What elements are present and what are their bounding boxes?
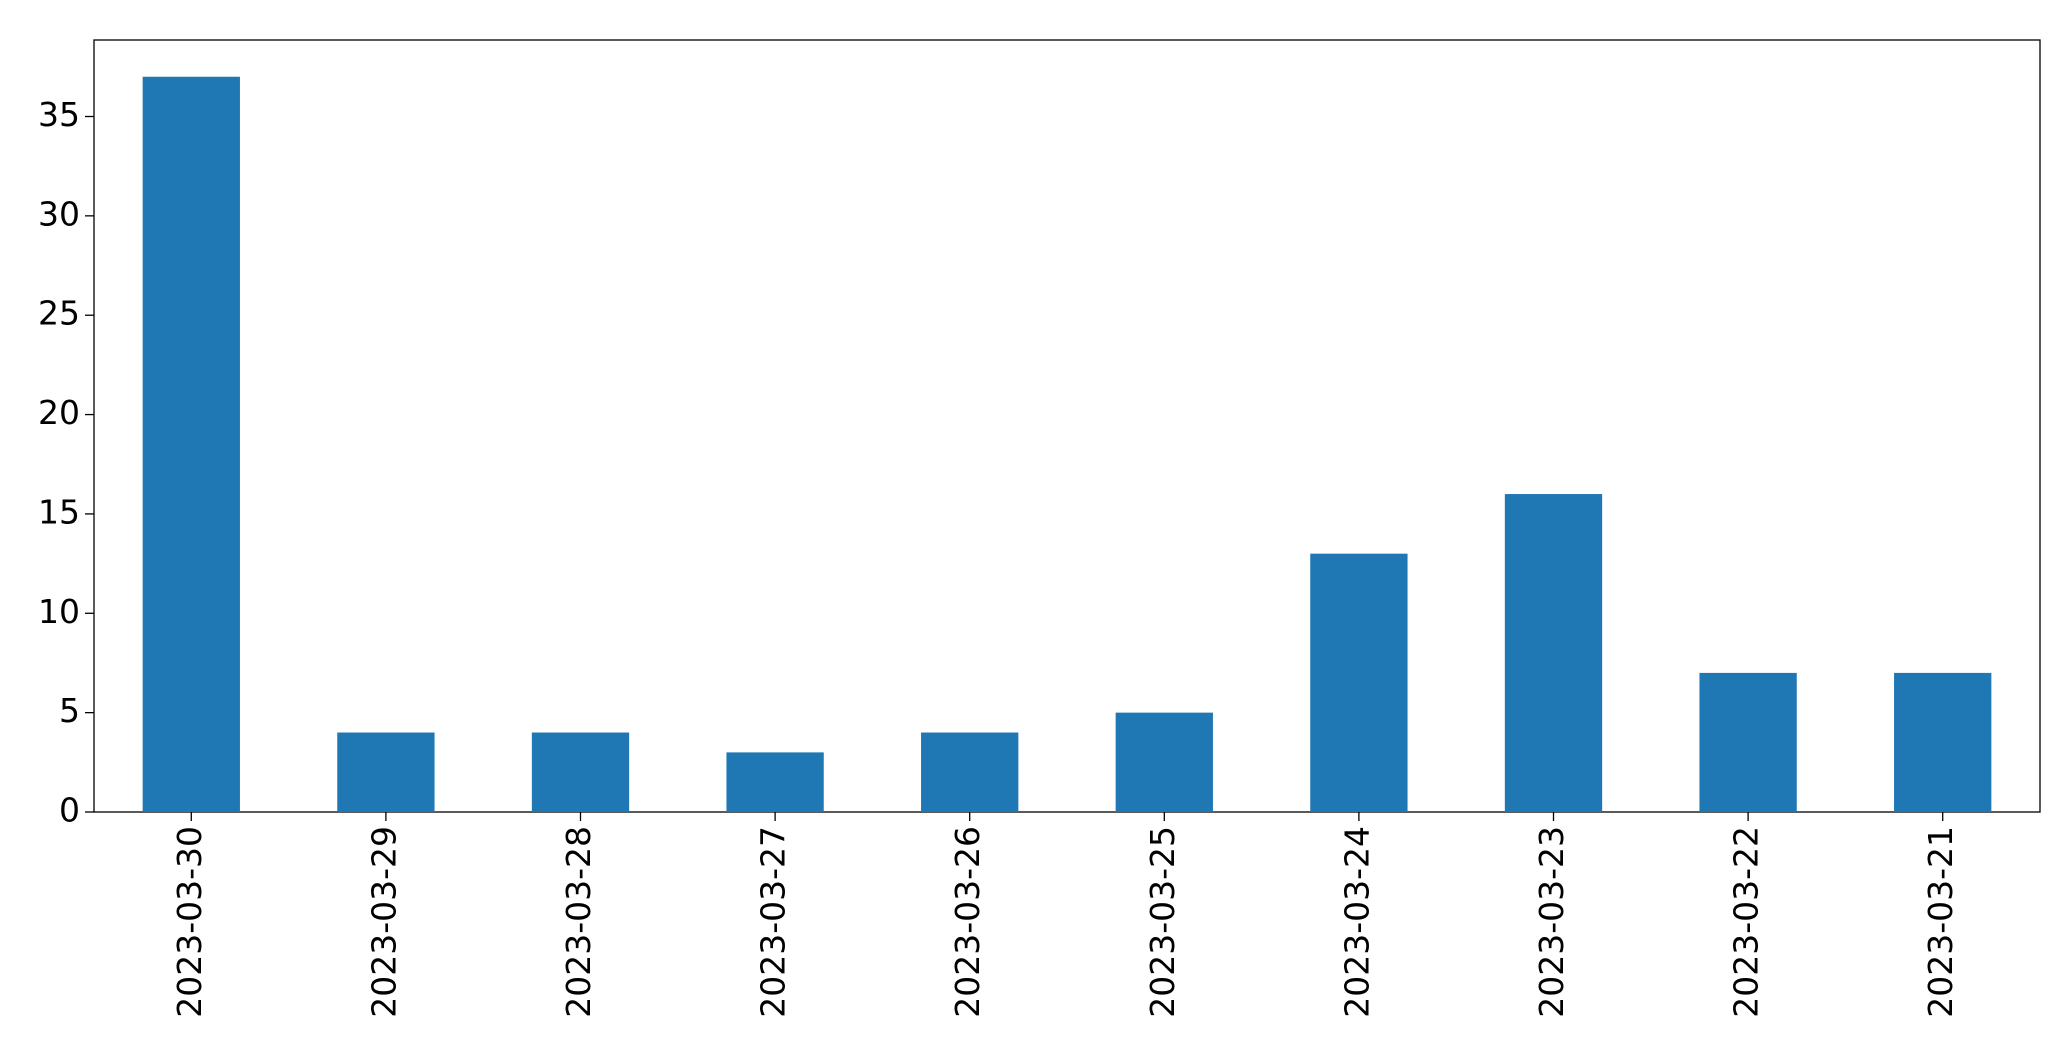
- y-tick-label: 10: [38, 592, 80, 631]
- bar: [337, 732, 435, 812]
- bar: [921, 732, 1019, 812]
- bar: [142, 76, 240, 812]
- x-tick-label: 2023-03-22: [1727, 826, 1766, 1018]
- y-tick-label: 35: [38, 95, 80, 134]
- y-tick-label: 0: [59, 791, 80, 830]
- y-tick-label: 15: [38, 492, 80, 531]
- bar: [726, 752, 824, 812]
- x-tick-label: 2023-03-23: [1532, 826, 1571, 1018]
- x-tick-label: 2023-03-27: [754, 826, 793, 1018]
- bar: [1310, 553, 1408, 812]
- y-tick-label: 25: [38, 294, 80, 333]
- plot-frame: [93, 39, 2041, 813]
- x-tick-label: 2023-03-25: [1143, 826, 1182, 1018]
- x-tick-label: 2023-03-21: [1921, 826, 1960, 1018]
- x-tick-label: 2023-03-30: [170, 826, 209, 1018]
- bar: [531, 732, 630, 812]
- y-tick-label: 5: [59, 691, 80, 730]
- bar: [1115, 712, 1213, 812]
- x-tick-label: 2023-03-24: [1337, 826, 1376, 1018]
- y-tick-label: 20: [38, 393, 80, 432]
- y-tick-label: 30: [38, 194, 80, 233]
- bar: [1894, 672, 1992, 812]
- bar: [1504, 494, 1603, 812]
- x-tick-label: 2023-03-28: [559, 826, 598, 1018]
- bar: [1699, 672, 1797, 812]
- x-tick-label: 2023-03-29: [364, 826, 403, 1018]
- x-tick-label: 2023-03-26: [948, 826, 987, 1018]
